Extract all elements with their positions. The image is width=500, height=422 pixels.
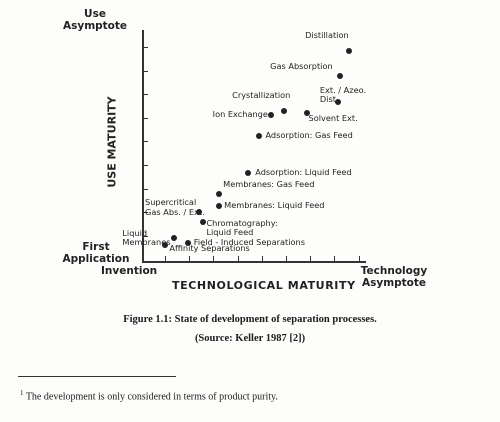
data-point-label: Ion Exchange [212, 109, 268, 120]
data-point-label: Ext. / Azeo. Dist. [319, 84, 367, 104]
footnote-text: The development is only considered in te… [25, 391, 278, 403]
y-tick [142, 47, 148, 48]
x-tick [261, 256, 263, 262]
data-point [334, 98, 341, 105]
x-right-label: Technology Asymptote [360, 265, 428, 289]
y-top-label: Use Asymptote [62, 8, 128, 32]
data-point [196, 209, 202, 216]
data-point-label: Membranes: Liquid Feed [224, 199, 325, 210]
data-point-label: Affinity Separations [169, 242, 250, 253]
data-point-label: Membranes: Gas Feed [223, 179, 315, 189]
data-point [171, 234, 178, 241]
data-point-label: Solvent Ext. [308, 113, 358, 124]
y-tick [142, 188, 148, 190]
y-tick [142, 70, 148, 72]
data-point-label: Gas Absorption [270, 61, 333, 72]
data-point-label: Crystallization [232, 89, 291, 100]
x-tick [165, 256, 166, 262]
y-bottom-label: First Application [62, 241, 130, 265]
x-tick [213, 256, 215, 262]
data-point [267, 112, 274, 119]
data-point [337, 73, 344, 80]
figure-caption: Figure 1.1: State of development of sepa… [123, 314, 377, 325]
footnote-marker: 1 [20, 389, 24, 397]
x-tick [286, 256, 287, 262]
data-point [184, 239, 191, 246]
data-point [346, 47, 353, 54]
y-axis-line [142, 30, 144, 262]
y-tick [142, 141, 148, 143]
data-point [256, 133, 263, 140]
x-tick [334, 256, 336, 262]
footnote-divider [18, 376, 176, 377]
figure-source: (Source: Keller 1987 [2]) [194, 333, 306, 344]
data-point [216, 191, 223, 197]
data-point-label: Field - Induced Separations [193, 236, 305, 247]
y-tick [142, 212, 148, 214]
data-point [281, 107, 288, 114]
x-tick [310, 256, 312, 262]
data-point [162, 241, 169, 248]
footnote: 1 The development is only considered in … [20, 389, 278, 402]
x-left-label: Invention [101, 265, 158, 277]
data-point-label: Adsorption: Liquid Feed [255, 167, 352, 178]
x-tick [237, 256, 239, 262]
x-axis-line [142, 261, 366, 263]
data-point [303, 110, 310, 117]
y-tick [142, 94, 148, 96]
y-axis-title: USE MATURITY [105, 96, 119, 188]
data-point-label: Supercritical Gas Abs. / Ext. [145, 197, 205, 217]
x-axis-title: TECHNOLOGICAL MATURITY [172, 279, 356, 292]
x-tick [358, 256, 360, 262]
data-point-label: Adsorption: Gas Feed [265, 130, 353, 141]
data-point [200, 218, 207, 225]
y-tick [142, 117, 148, 119]
y-tick [142, 235, 148, 237]
data-point-label: Distillation [305, 29, 349, 40]
data-point [245, 170, 252, 177]
data-point-label: Liquid Membranes [122, 227, 171, 248]
data-point [216, 202, 223, 209]
y-tick [142, 165, 148, 166]
data-point-label: Chromatography: Liquid Feed [206, 217, 278, 237]
x-tick [189, 256, 191, 262]
